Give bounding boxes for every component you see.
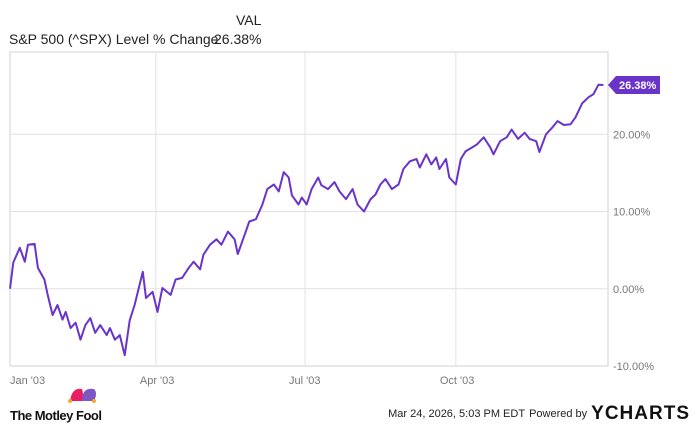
x-tick-label: Oct '03 [440,375,475,387]
end-value-badge [608,75,660,94]
powered-by: Powered by [529,408,588,420]
series-line [9,83,604,357]
y-tick-label: -10.00% [613,361,654,373]
motley-fool-brand: The Motley Fool [10,408,102,423]
series-value: 26.38% [214,31,262,47]
timestamp: Mar 24, 2026, 5:03 PM EDT [388,408,526,420]
jester-hat-icon [68,388,96,403]
end-value-label: 26.38% [619,80,657,92]
y-tick-label: 0.00% [613,284,644,296]
y-tick-label: 20.00% [613,129,651,141]
footer-attribution: Mar 24, 2026, 5:03 PM EDT Powered by YCH… [388,403,690,425]
y-tick-label: 10.00% [613,207,651,219]
x-tick-label: Jul '03 [289,375,320,387]
series-label: S&P 500 (^SPX) Level % Change [9,31,219,47]
x-tick-label: Apr '03 [140,375,175,387]
ycharts-logo[interactable]: YCHARTS [591,403,690,424]
x-tick-label: Jan '03 [10,375,45,387]
plot-frame [9,51,609,367]
val-column-header: VAL [236,12,262,28]
